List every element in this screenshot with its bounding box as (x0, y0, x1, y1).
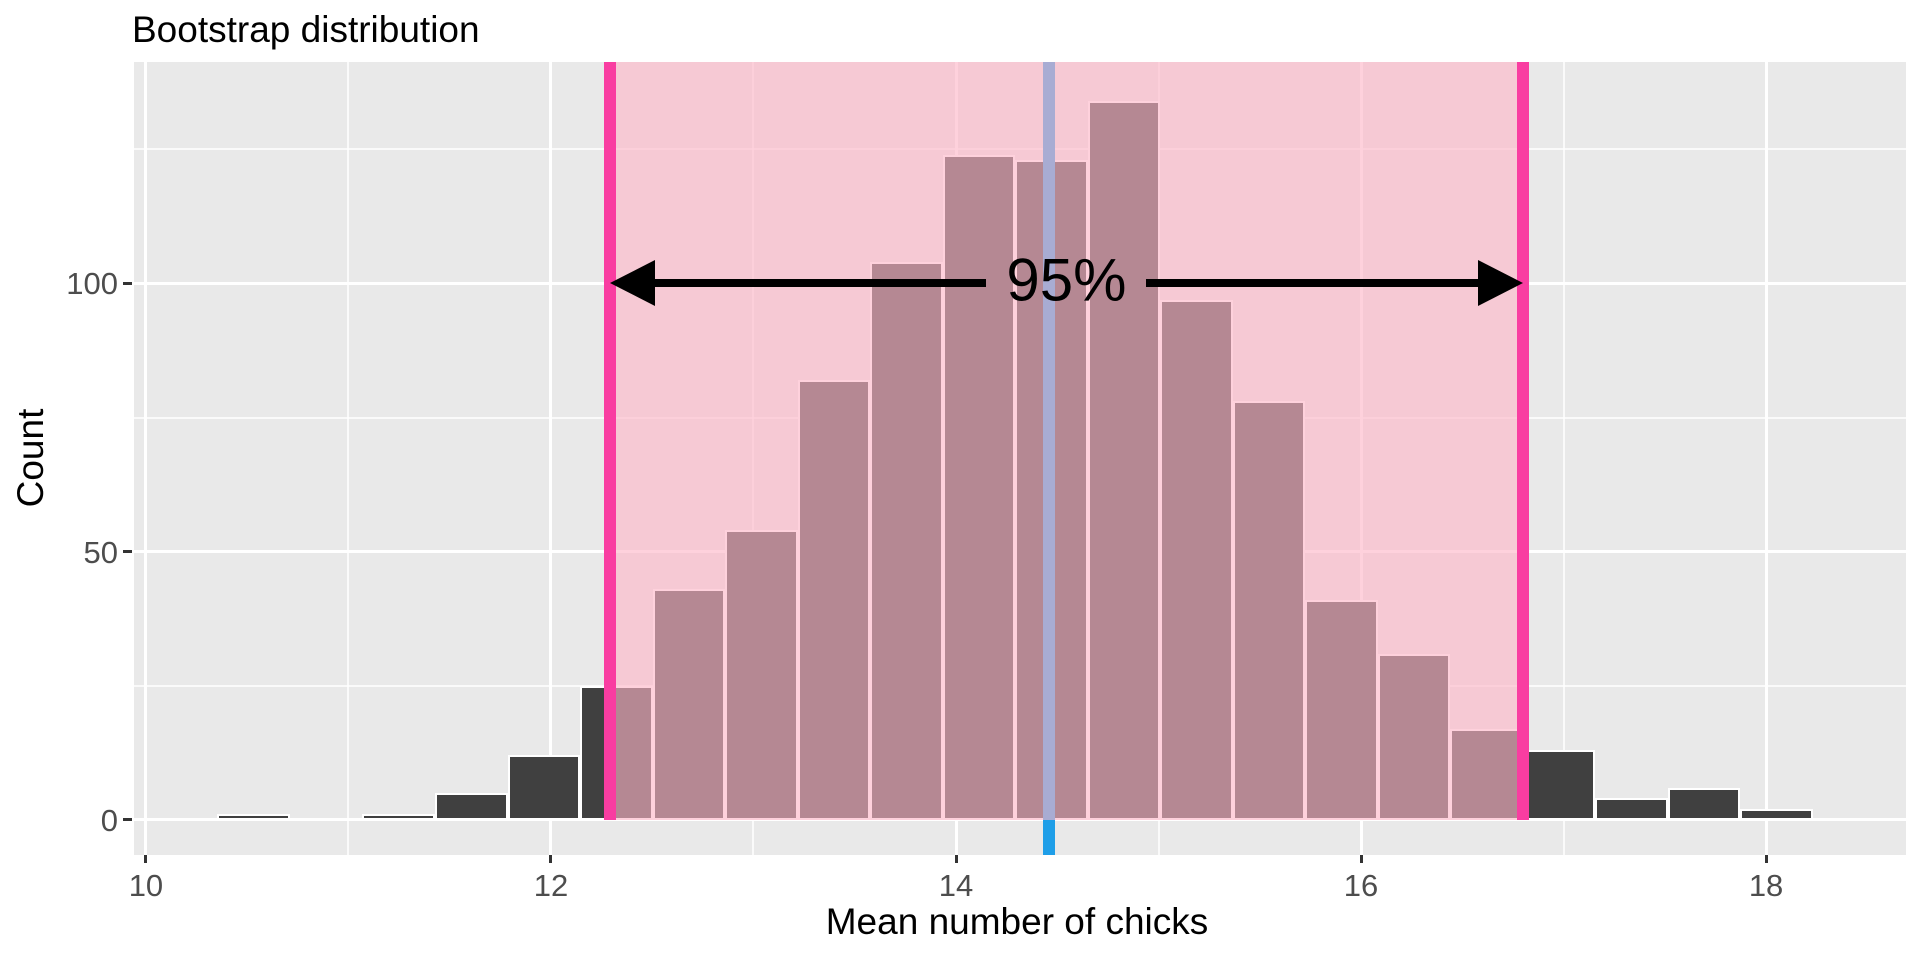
x-major-gridline (549, 62, 553, 855)
x-tick-mark (1764, 855, 1768, 863)
arrow-right-head (1478, 260, 1524, 307)
y-tick-label: 50 (83, 534, 118, 570)
histogram-bar (1522, 750, 1596, 820)
x-tick-label: 12 (533, 868, 569, 903)
x-tick-label: 16 (1343, 868, 1379, 903)
x-major-gridline (144, 62, 148, 855)
x-tick-mark (1359, 855, 1363, 863)
y-tick-label: 0 (100, 802, 118, 838)
ci-95-label: 95% (1006, 247, 1127, 315)
x-tick-label: 14 (938, 868, 974, 903)
x-tick-label: 18 (1748, 868, 1784, 903)
y-major-gridline (134, 818, 1906, 822)
histogram-bar (507, 755, 581, 820)
x-tick-label: 10 (128, 868, 164, 903)
x-minor-gridline (1562, 62, 1565, 855)
y-tick-mark (123, 550, 132, 554)
chart-title: Bootstrap distribution (132, 9, 480, 50)
arrow-left-head (609, 260, 655, 307)
histogram-bar (1595, 798, 1668, 820)
histogram-bar (1740, 809, 1813, 820)
histogram-bar (1667, 787, 1741, 820)
x-major-gridline (1764, 62, 1768, 855)
plot-panel: 95% (134, 62, 1906, 855)
ci-lower-line (603, 62, 616, 820)
ci-upper-line (1517, 62, 1530, 820)
x-tick-mark (954, 855, 958, 863)
y-tick-mark (123, 281, 132, 285)
x-tick-mark (144, 855, 148, 863)
histogram-bar (217, 814, 290, 820)
y-tick-label: 100 (66, 266, 118, 302)
arrow-right-shaft (1146, 279, 1481, 288)
ci-region (609, 62, 1524, 820)
y-tick-mark (123, 818, 132, 822)
x-minor-gridline (347, 62, 350, 855)
histogram-bar (434, 793, 508, 820)
x-tick-mark (549, 855, 553, 863)
x-axis-title: Mean number of chicks (825, 901, 1209, 942)
histogram-bar (362, 814, 435, 820)
arrow-left-shaft (652, 279, 987, 288)
